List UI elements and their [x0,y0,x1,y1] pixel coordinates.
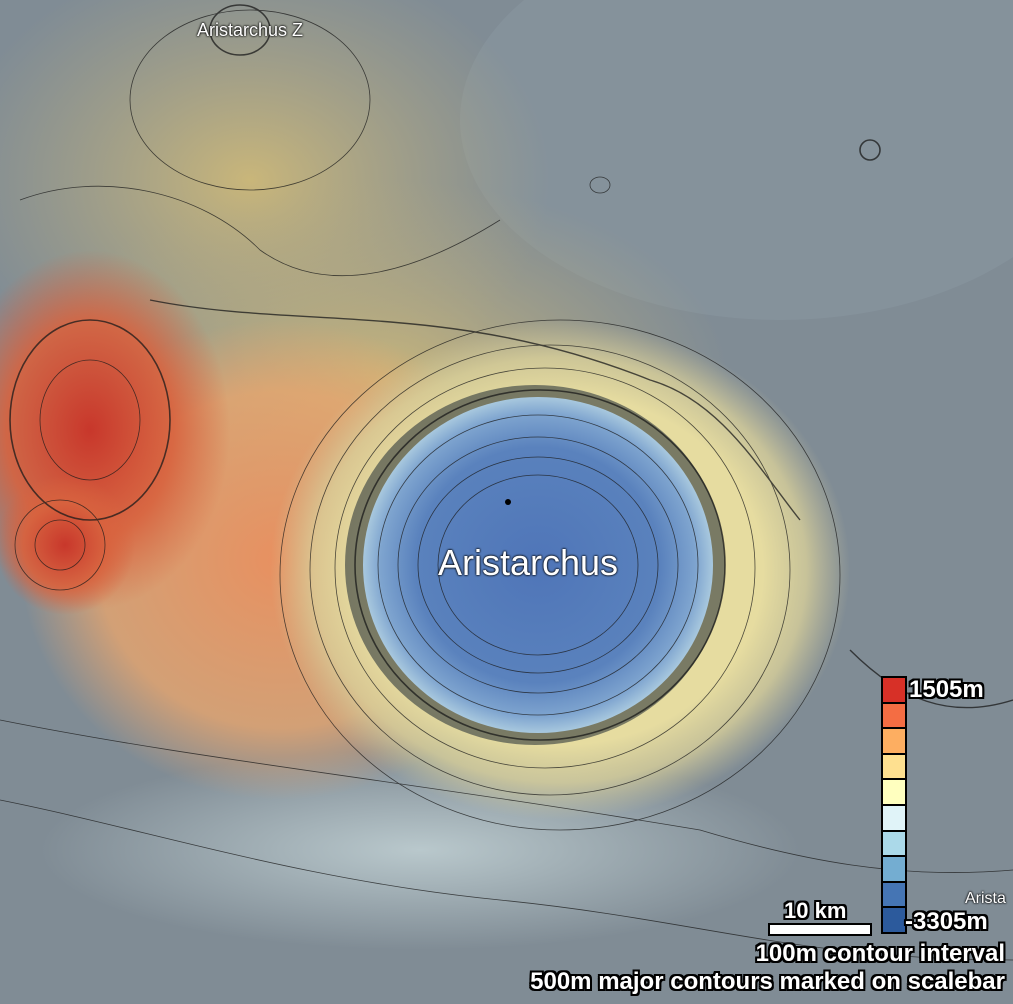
colorbar-segment [883,729,905,753]
scalebar-label: 10 km [784,898,847,923]
colorbar-segment [883,678,905,702]
contour-interval-note: 100m contour interval [755,940,1005,967]
colorbar-min-label: -3305m [905,908,988,935]
colorbar-max-label: 1505m [909,676,984,703]
colorbar-segment [883,780,905,804]
major-contours-note: 500m major contours marked on scalebar [530,968,1005,995]
colorbar-segment [883,857,905,881]
label-aristarchus-z: Aristarchus Z [197,20,304,40]
colorbar-segment [883,908,905,932]
marker-dot [505,499,511,505]
contour-lines [0,4,1013,961]
colorbar-segment [883,805,905,830]
scalebar [768,923,872,936]
colorbar-segment [883,754,905,779]
label-aristarchus: Aristarchus [438,542,619,583]
colorbar-segment [883,703,905,728]
colorbar-segment [883,831,905,856]
elevation-colorbar [881,676,907,934]
colorbar-segment [883,882,905,907]
label-arista-partial: Arista [965,890,1006,907]
